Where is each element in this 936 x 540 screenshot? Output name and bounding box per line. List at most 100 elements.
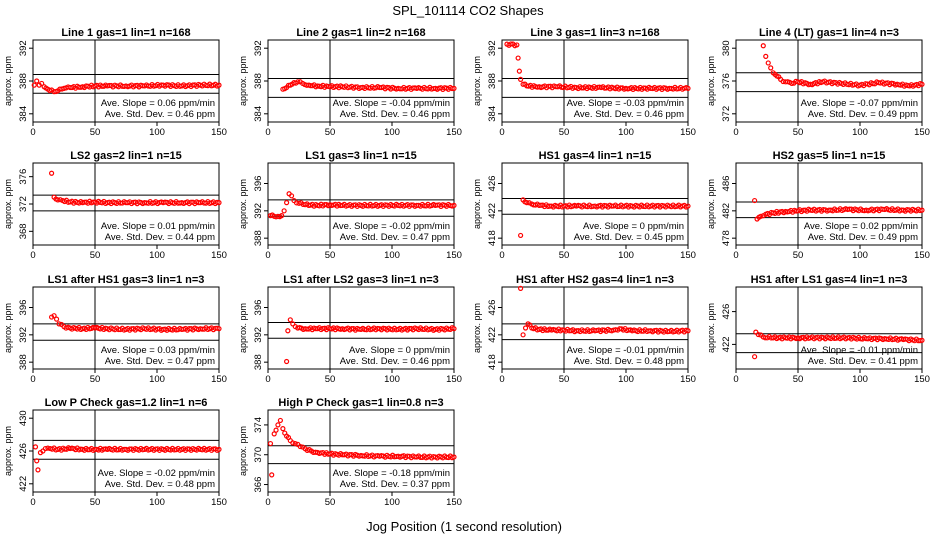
slope-annotation: Ave. Slope = 0.06 ppm/min [101,98,215,109]
data-point [292,440,298,447]
data-point [284,358,290,365]
panel-title: HS1 after HS2 gas=4 lin=1 n=3 [516,274,674,286]
data-series [48,170,222,207]
plot-frame [735,162,923,246]
y-axis-label: approx. ppm [706,56,716,106]
x-tick-label: 0 [733,374,738,385]
std-dev-annotation: Ave. Std. Dev. = 0.41 ppm [808,356,918,367]
std-dev-annotation: Ave. Std. Dev. = 0.47 ppm [105,356,215,367]
y-tick-label: 392 [18,327,29,343]
data-point [755,331,761,338]
data-series [504,41,691,92]
data-point [34,78,40,84]
y-tick-label: 380 [721,40,732,56]
y-axis-label: approx. ppm [472,179,482,229]
y-tick-label: 388 [253,354,264,370]
std-dev-annotation: Ave. Std. Dev. = 0.46 ppm [340,109,450,120]
x-tick-label: 100 [384,127,400,138]
data-point [53,316,60,322]
slope-annotation: Ave. Slope = -0.02 ppm/min [98,468,215,479]
y-axis-label: approx. ppm [3,179,13,229]
data-point [51,313,57,319]
x-tick-label: 150 [446,374,462,385]
y-tick-label: 422 [18,476,29,492]
data-point [765,60,771,66]
x-tick-label: 100 [384,374,400,385]
x-tick-label: 0 [265,374,270,385]
panel-5: LS2 gas=2 lin=1 n=15 0 50 100 150 368 372 376 ap… [3,150,227,261]
data-point [751,197,758,204]
data-point [515,55,521,61]
data-series [267,417,457,478]
y-axis-label: approx. ppm [706,179,716,229]
std-dev-annotation: Ave. Std. Dev. = 0.45 ppm [574,232,684,243]
y-tick-label: 392 [253,327,264,343]
data-point [451,454,457,460]
x-tick-label: 100 [149,374,165,385]
data-point [277,417,283,424]
data-point [517,285,524,291]
y-tick-label: 376 [18,169,29,185]
y-tick-label: 396 [18,300,29,316]
x-tick-label: 150 [680,250,696,261]
x-tick-label: 50 [90,127,101,138]
y-tick-label: 376 [721,73,732,89]
data-point [758,213,764,219]
y-tick-label: 392 [18,40,29,56]
data-point [451,326,457,332]
data-point [216,446,222,452]
data-point [290,440,296,446]
data-series [48,313,222,333]
data-point [216,82,222,88]
y-tick-label: 482 [721,203,732,219]
x-tick-label: 100 [852,127,868,138]
data-point [267,440,274,447]
panel-3: Line 3 gas=1 lin=3 n=168 0 50 100 150 384 388 3… [472,27,696,138]
y-tick-label: 388 [253,73,264,89]
data-series [284,317,457,365]
x-tick-label: 50 [559,250,570,261]
std-dev-annotation: Ave. Std. Dev. = 0.49 ppm [808,232,918,243]
panel-14: High P Check gas=1 lin=0.8 n=3 0 50 100 150 3… [238,397,462,508]
panel-title: Line 1 gas=1 lin=1 n=168 [61,27,190,39]
x-tick-label: 50 [325,497,336,508]
data-point [789,80,795,87]
x-tick-label: 150 [914,250,930,261]
data-series [267,191,457,220]
data-point [273,427,279,433]
slope-annotation: Ave. Slope = -0.01 ppm/min [801,345,918,356]
x-tick-label: 50 [325,250,336,261]
std-dev-annotation: Ave. Std. Dev. = 0.48 ppm [105,479,215,490]
y-tick-label: 426 [18,443,29,459]
y-tick-label: 422 [487,203,498,219]
data-point [55,197,61,203]
x-tick-label: 100 [149,497,165,508]
y-tick-label: 392 [253,203,264,219]
data-point [285,328,291,334]
y-tick-label: 388 [487,73,498,89]
std-dev-annotation: Ave. Std. Dev. = 0.46 ppm [574,109,684,120]
y-axis-label: approx. ppm [238,303,248,353]
data-point [269,472,275,478]
data-point [34,458,40,464]
data-point [685,85,691,91]
slope-annotation: Ave. Slope = -0.07 ppm/min [801,98,918,109]
y-tick-label: 426 [487,300,498,316]
data-point [275,422,281,428]
y-axis-label: approx. ppm [3,303,13,353]
x-tick-label: 0 [265,127,270,138]
data-point [280,426,286,432]
plot-frame [501,286,689,370]
data-point [522,325,529,331]
x-tick-label: 0 [499,374,504,385]
data-point [514,42,520,48]
panel-title: LS2 gas=2 lin=1 n=15 [70,150,182,162]
y-tick-label: 396 [253,176,264,192]
data-point [760,43,766,49]
y-axis-label: approx. ppm [706,303,716,353]
panel-9: LS1 after HS1 gas=3 lin=1 n=3 0 50 100 150 38… [3,274,227,385]
x-tick-label: 0 [30,250,35,261]
std-dev-annotation: Ave. Std. Dev. = 0.47 ppm [340,232,450,243]
y-axis-label: approx. ppm [472,303,482,353]
plot-frame [267,162,455,246]
